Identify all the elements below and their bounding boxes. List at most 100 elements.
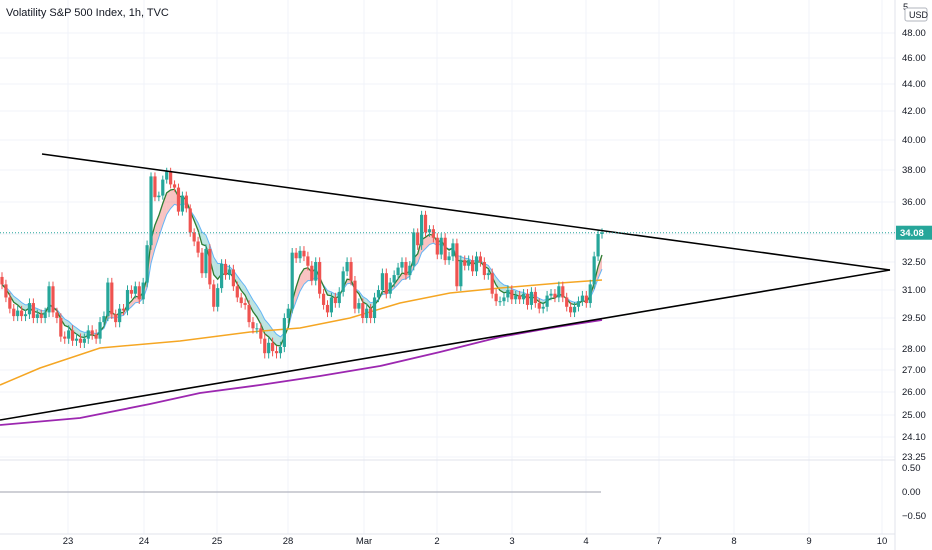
candle-body [474,256,479,272]
ribbon-segment [170,189,175,209]
time-tick-label: 28 [283,536,294,547]
candle-body [43,312,47,318]
candlesticks [0,167,604,359]
candle-body [90,330,94,335]
candle-body [263,338,267,354]
candle-body [270,342,275,352]
candle-body [514,295,518,300]
candle-body [63,336,67,339]
ma-orange-line [0,279,603,386]
time-axis[interactable]: 23 24 25 28 Mar 2 3 4 7 8 9 10 [63,536,888,547]
candle-body [235,286,239,298]
candle-body [525,293,530,305]
time-tick-label: 25 [212,536,223,547]
candle-body [490,273,494,294]
candle-body [376,290,381,298]
candle-body [369,308,373,318]
candle-body [8,297,12,309]
candle-body [114,314,118,323]
candle-body [247,304,251,323]
last-price-badge [896,225,932,240]
ribbon-segment [68,321,73,332]
candle-body [600,232,604,234]
candle-body [302,250,306,257]
candle-body [145,245,149,283]
time-tick-label: 9 [806,536,811,547]
candle-body [431,229,435,238]
candle-body [106,282,110,317]
ribbon-segment [264,319,269,337]
candle-body [506,290,510,298]
currency-badge[interactable]: USD [904,7,929,22]
candle-body [227,269,232,276]
candle-body [259,328,263,339]
ribbon-segment [366,299,371,309]
candle-body [310,265,314,281]
candle-body [396,267,400,276]
ribbon-segment [151,225,155,264]
candle-body [596,234,600,257]
candle-body [216,288,220,307]
candle-body [588,284,592,304]
ribbon-segment [260,311,265,334]
candle-body [529,291,534,305]
candle-body [184,195,188,209]
candle-body [74,338,79,341]
candle-body [204,248,208,274]
candle-body [59,318,63,337]
price-tick-label: 38.00 [902,165,926,176]
ribbon-segment [303,267,308,285]
price-tick-label: 42.00 [902,106,926,117]
candle-body [290,252,294,309]
candle-body [380,273,384,290]
candle-body [12,308,16,317]
ribbon-segment [331,291,336,299]
candle-body [408,265,412,276]
time-tick-label: 8 [731,536,736,547]
grid-lines [0,0,896,550]
candle-body [165,171,169,180]
candle-body [337,291,341,304]
candle-body [86,330,90,339]
price-tick-label: 23.25 [902,452,926,463]
candle-body [439,237,443,255]
triangle-trendlines[interactable] [0,153,891,421]
candle-body [443,237,447,261]
candle-body [353,280,357,309]
candle-body [294,252,298,259]
candle-body [267,342,271,354]
candle-body [251,322,255,329]
candle-body [102,316,106,323]
candle-body [137,286,141,300]
candle-body [231,269,235,287]
ema-green-line [1,188,603,347]
time-tick-label: 4 [583,536,588,547]
candle-body [557,286,561,298]
price-tick-label: 26.00 [902,387,926,398]
candle-body [82,338,86,343]
candle-body [420,214,424,246]
candle-body [67,330,71,339]
candle-body [129,290,134,294]
price-tick-label: 44.00 [902,79,926,90]
time-tick-label: Mar [356,536,372,547]
candle-body [584,295,588,304]
price-tick-label: 31.00 [902,285,926,296]
candle-body [318,262,322,294]
price-tick-label: 27.00 [902,365,926,376]
price-axis[interactable]: 48.0046.0044.0042.0040.0038.0036.0034.00… [0,28,932,463]
candle-body [463,260,467,266]
candle-body [435,237,439,255]
price-tick-label: 46.00 [902,53,926,64]
candle-body [27,303,32,315]
ribbon-segment [296,275,301,302]
candle-body [427,229,432,233]
ribbon-segment [245,286,250,305]
time-tick-label: 23 [63,536,74,547]
candle-body [451,243,455,257]
candle-body [282,318,286,347]
ribbon-segment [202,231,206,246]
candle-body [176,187,181,212]
candle-body [16,310,20,317]
